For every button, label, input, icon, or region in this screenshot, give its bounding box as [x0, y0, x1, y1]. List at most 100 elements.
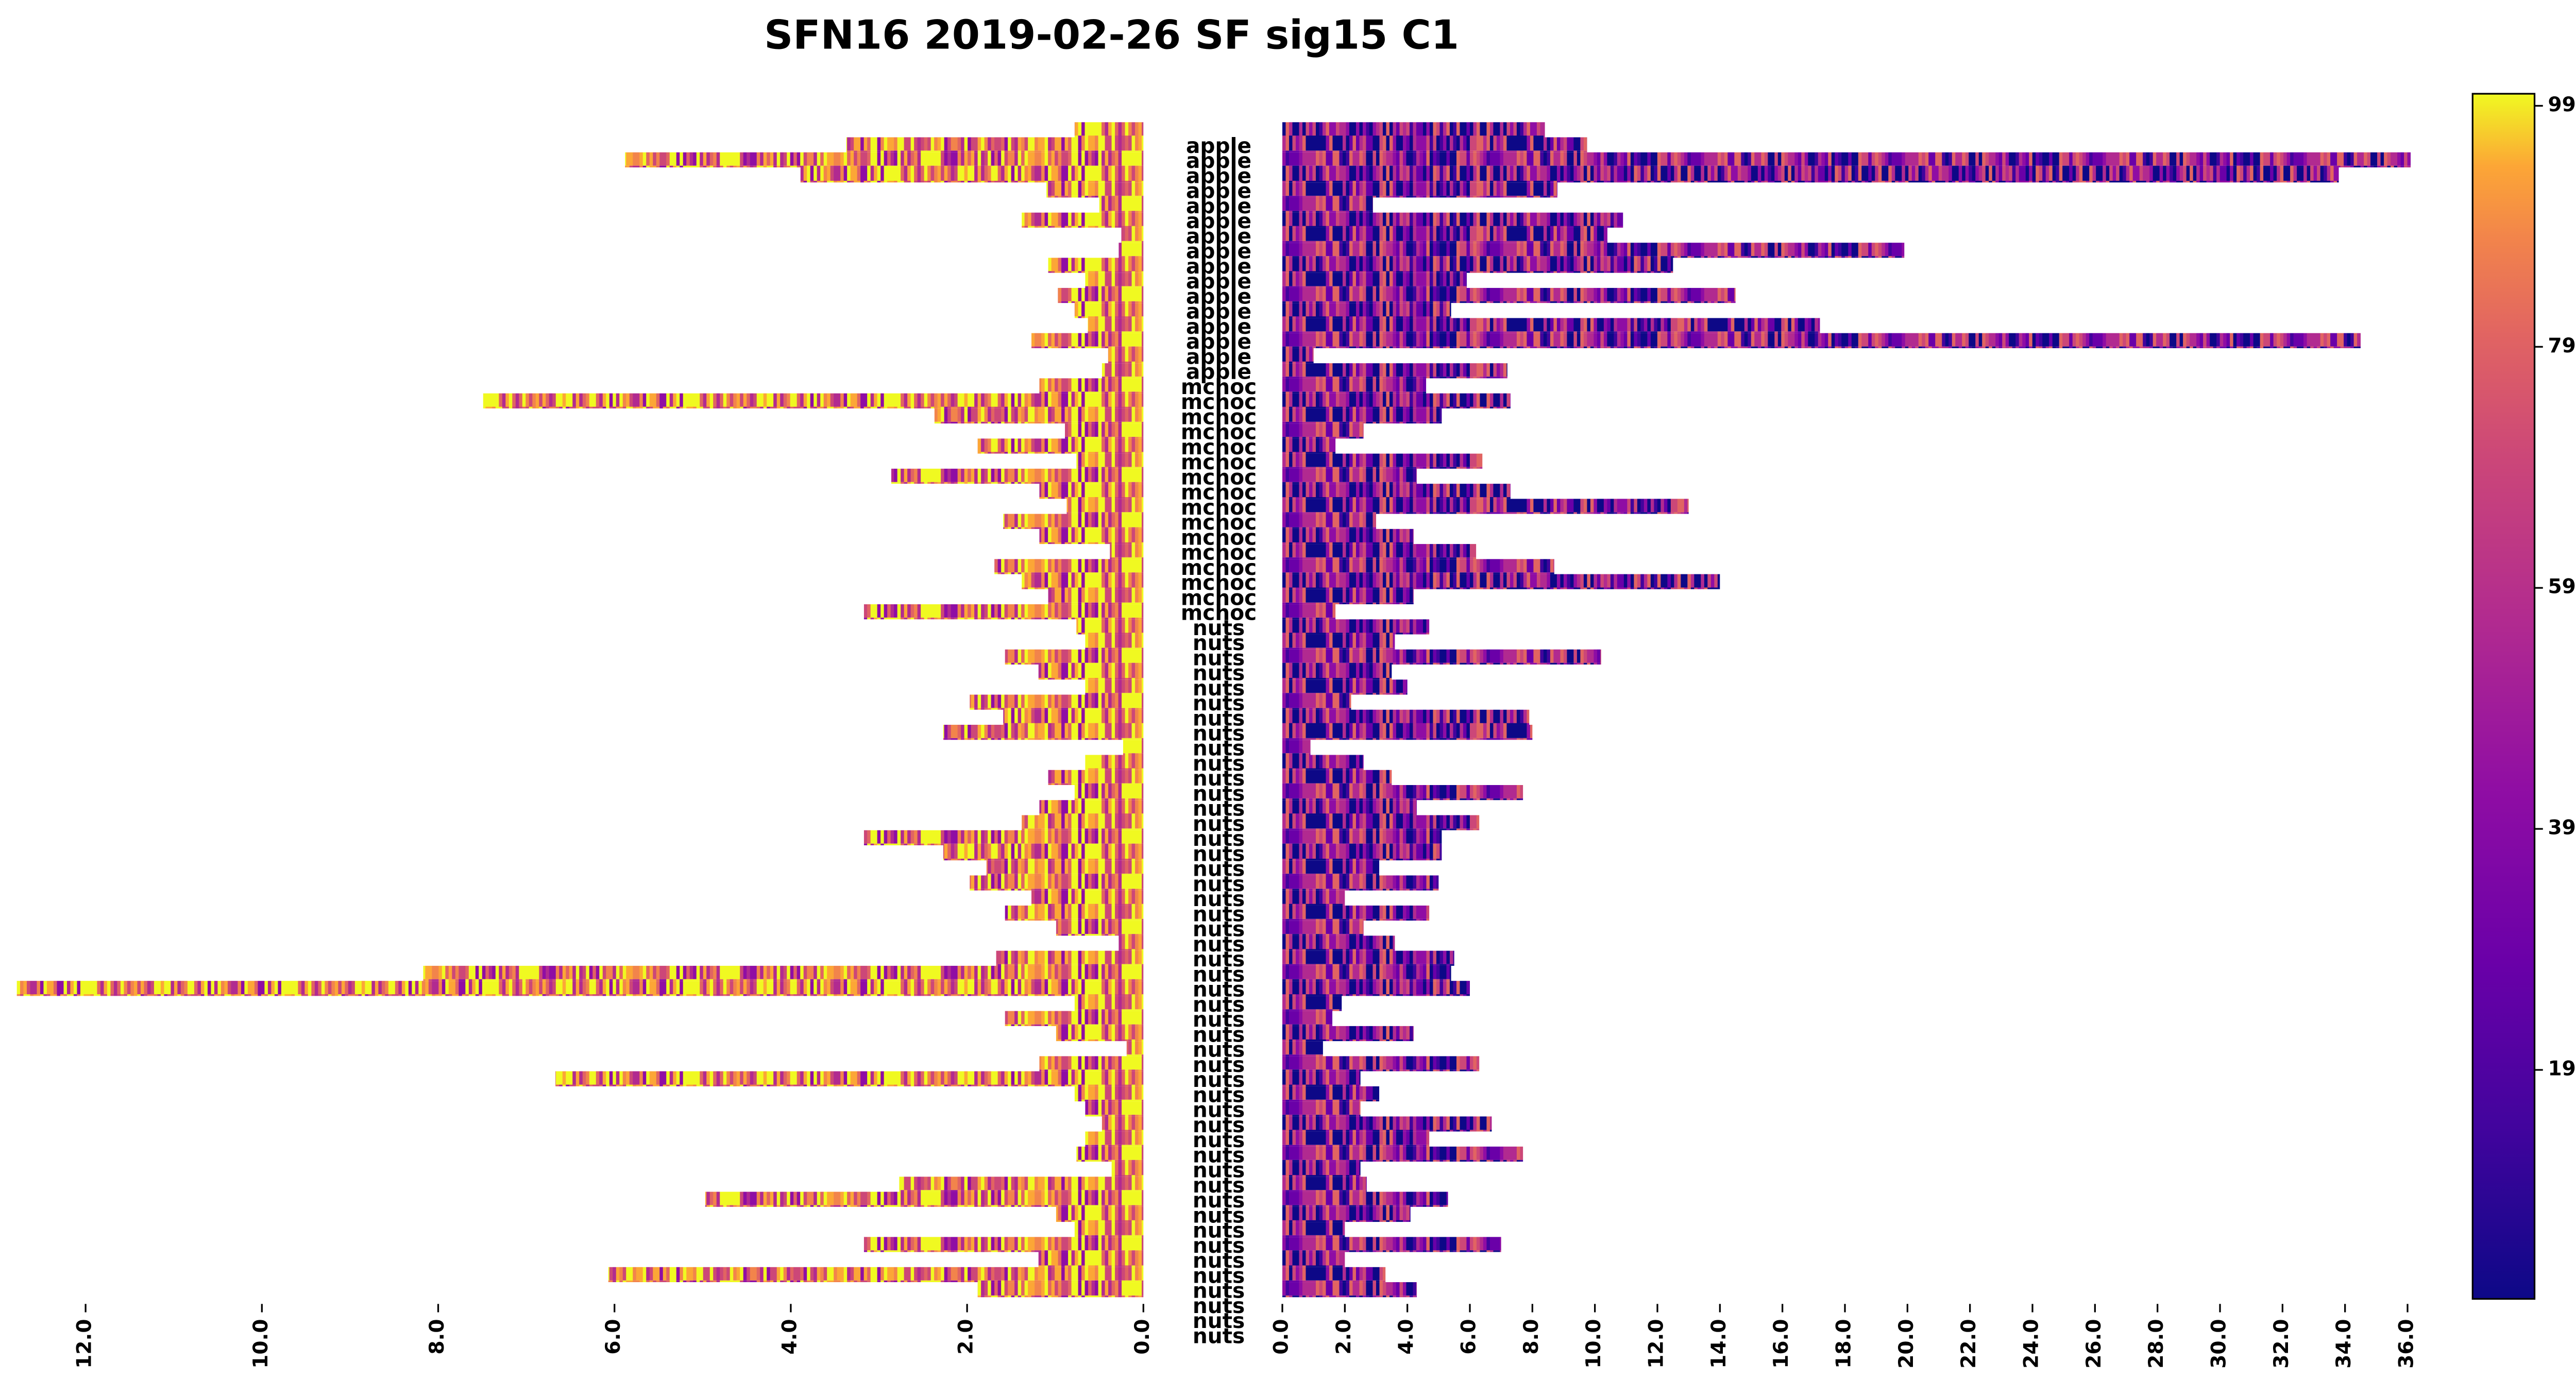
bar: [1282, 665, 1392, 680]
bar: [1282, 965, 1451, 981]
bar: [555, 1071, 1144, 1086]
category-label: nuts: [1193, 1143, 1245, 1167]
category-label: nuts: [1193, 1022, 1245, 1047]
bar: [1282, 996, 1342, 1011]
bar: [1282, 1041, 1323, 1057]
bar: [934, 408, 1144, 424]
x-tick-label: 2.0: [955, 1319, 978, 1355]
bar: [1282, 423, 1364, 439]
bar: [1282, 921, 1364, 936]
x-tick-label: 10.0: [249, 1319, 273, 1369]
x-tick-label: 24.0: [2020, 1319, 2043, 1369]
bar: [1038, 665, 1144, 680]
x-tick-label: 10.0: [1582, 1319, 1605, 1369]
category-label: nuts: [1193, 1037, 1245, 1062]
x-tick-label: 4.0: [1395, 1319, 1418, 1355]
category-label: apple: [1186, 269, 1251, 294]
bar: [1005, 1011, 1144, 1026]
bar: [1282, 740, 1311, 755]
category-label: apple: [1186, 254, 1251, 279]
bar: [1074, 122, 1144, 138]
bar: [1101, 1116, 1144, 1132]
bar: [1005, 649, 1144, 665]
x-tick-label: 36.0: [2395, 1319, 2418, 1369]
category-label: nuts: [1193, 781, 1245, 806]
category-label: apple: [1186, 329, 1251, 354]
x-tick-label: 16.0: [1770, 1319, 1793, 1369]
bar: [1282, 122, 1545, 138]
colorbar-tick-label: 59%: [2548, 575, 2576, 599]
category-label: nuts: [1193, 1098, 1245, 1122]
bar: [1039, 484, 1144, 499]
bar: [1118, 935, 1144, 951]
bar: [1282, 679, 1408, 695]
bar: [1282, 905, 1430, 921]
bar: [1282, 800, 1417, 815]
category-label: nuts: [1193, 1082, 1245, 1107]
x-tick-label: 6.0: [602, 1319, 625, 1355]
bar: [1282, 287, 1736, 303]
bar: [1282, 604, 1336, 620]
bar: [1282, 619, 1430, 635]
bar: [1039, 378, 1144, 394]
bar: [1048, 258, 1144, 273]
bar: [1282, 272, 1467, 288]
category-label: nuts: [1193, 766, 1245, 791]
category-label: apple: [1186, 239, 1251, 264]
bar: [1282, 1237, 1501, 1252]
bar: [1282, 770, 1392, 785]
bar: [1282, 725, 1533, 740]
category-label: apple: [1186, 314, 1251, 339]
bar: [1282, 258, 1673, 273]
category-label: nuts: [1193, 1279, 1245, 1303]
bar: [483, 393, 1144, 408]
bar: [1282, 860, 1380, 876]
bar: [1282, 408, 1442, 424]
category-label: nuts: [1193, 721, 1245, 746]
bar: [977, 438, 1144, 454]
bar: [1038, 1252, 1144, 1267]
bar: [1111, 1162, 1144, 1177]
category-label: apple: [1186, 299, 1251, 324]
bar: [1282, 378, 1427, 394]
bar: [1058, 287, 1144, 303]
category-label: nuts: [1193, 1263, 1245, 1288]
bar: [1282, 182, 1557, 198]
category-label: nuts: [1193, 645, 1245, 670]
category-label: nuts: [1193, 706, 1245, 730]
bar: [1282, 514, 1377, 529]
category-label: mchoc: [1181, 495, 1257, 520]
bar: [943, 725, 1144, 740]
bar: [1126, 1041, 1144, 1057]
bar: [1099, 197, 1144, 213]
bar: [970, 694, 1144, 710]
bar: [863, 830, 1144, 845]
bar: [891, 468, 1144, 484]
bar: [1076, 619, 1144, 635]
bar: [1282, 755, 1364, 770]
bar: [1282, 649, 1601, 665]
bar: [1282, 845, 1442, 861]
category-label: mchoc: [1181, 585, 1257, 610]
bar: [1282, 393, 1511, 408]
colorbar-tick-label: 99%: [2548, 93, 2576, 116]
category-label: nuts: [1193, 887, 1245, 911]
category-label: nuts: [1193, 1128, 1245, 1152]
bar: [1066, 499, 1144, 514]
category-label: mchoc: [1181, 510, 1257, 535]
category-label: apple: [1186, 133, 1251, 158]
category-label: apple: [1186, 163, 1251, 188]
category-label: nuts: [1193, 1007, 1245, 1032]
bar: [1282, 137, 1587, 152]
x-tick-label: 6.0: [1458, 1319, 1481, 1355]
bar: [1074, 785, 1144, 800]
category-label: nuts: [1193, 917, 1245, 942]
bar: [1056, 1206, 1144, 1222]
bar: [1282, 634, 1395, 650]
chart-title: SFN16 2019-02-26 SF sig15 C1: [764, 12, 1459, 58]
bar: [1039, 1056, 1144, 1071]
bar: [1076, 1146, 1144, 1162]
category-label: nuts: [1193, 616, 1245, 640]
bar: [1282, 1116, 1492, 1132]
